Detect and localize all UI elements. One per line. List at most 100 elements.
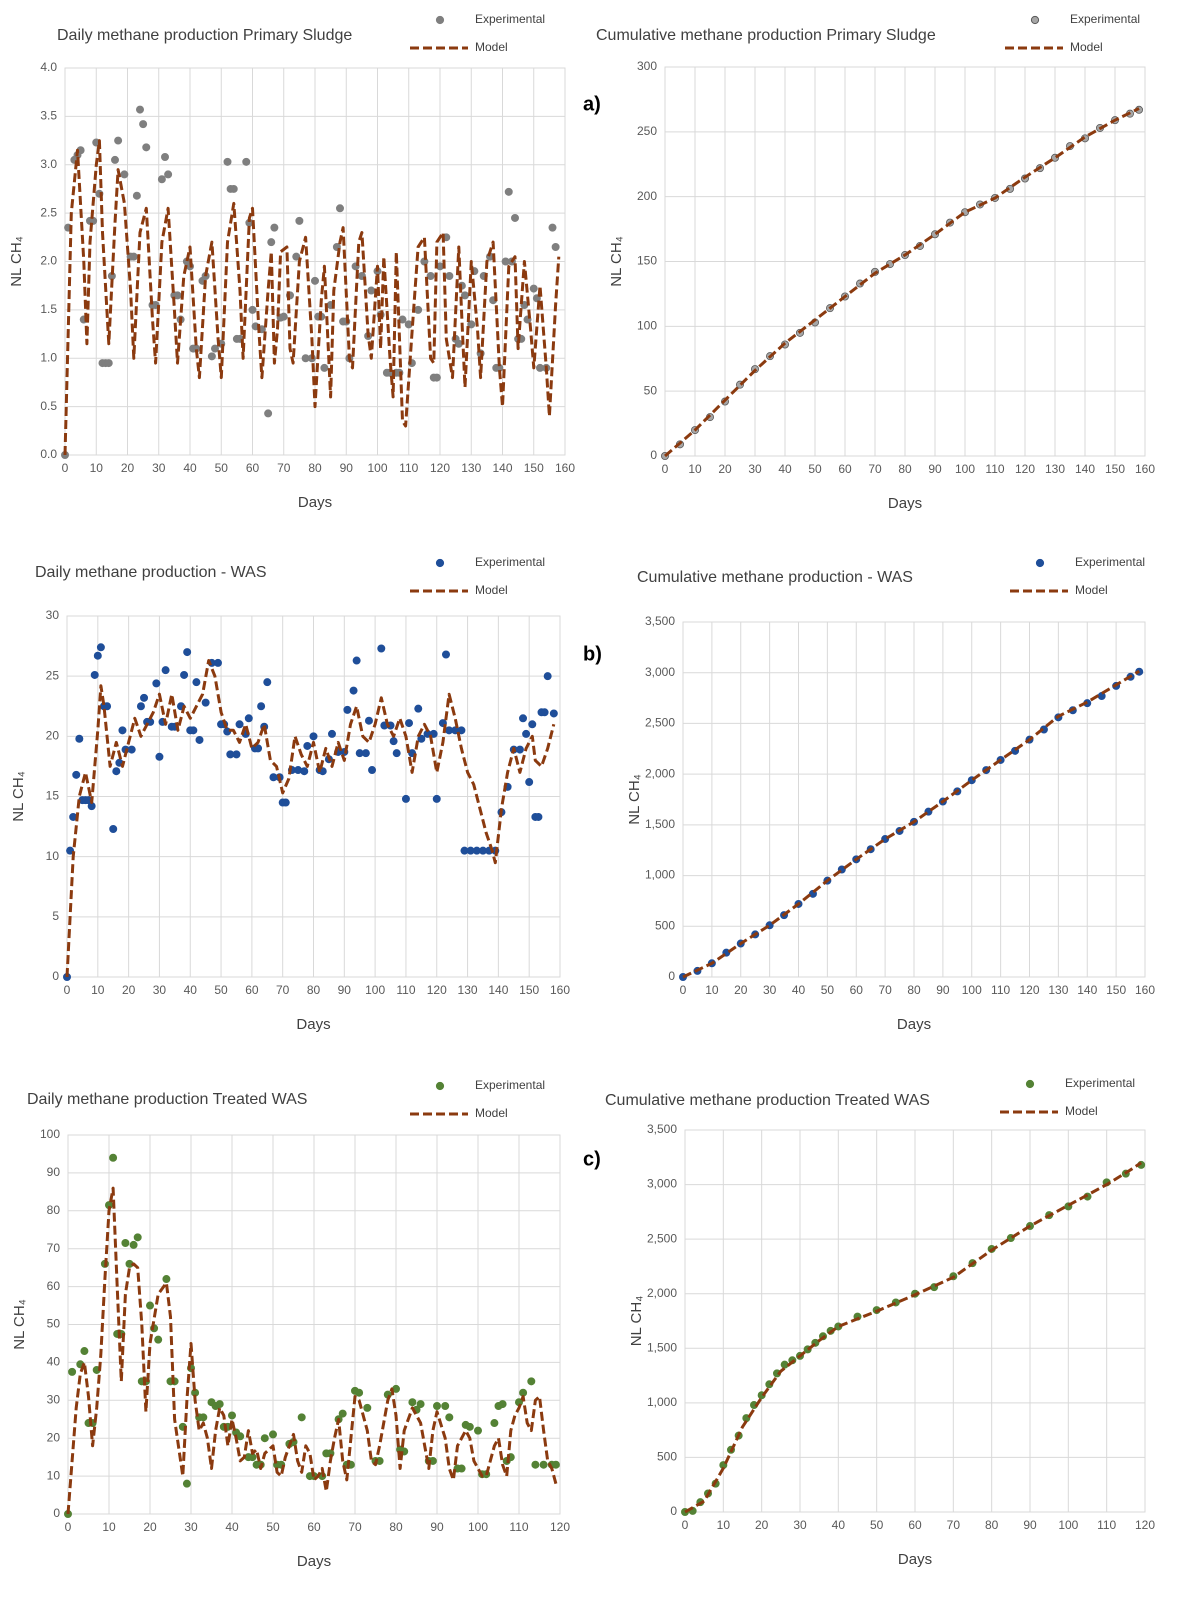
data-point: [279, 312, 288, 321]
y-tick-label: 30: [47, 1392, 61, 1406]
x-tick-label: 80: [308, 461, 322, 475]
y-tick-label: 100: [637, 319, 657, 333]
x-tick-label: 80: [389, 1520, 403, 1534]
x-axis-title: Days: [898, 1551, 932, 1568]
data-point: [136, 702, 145, 711]
x-tick-label: 100: [962, 983, 982, 997]
legend-marker: [435, 1081, 445, 1091]
x-tick-label: 70: [868, 462, 882, 476]
data-point: [248, 305, 257, 314]
data-point: [498, 1400, 507, 1409]
x-tick-label: 40: [225, 1520, 239, 1534]
y-tick-label: 1,500: [645, 817, 675, 831]
x-tick-label: 80: [307, 983, 321, 997]
data-point: [281, 798, 290, 807]
x-tick-label: 160: [550, 983, 570, 997]
y-tick-label: 20: [47, 1430, 61, 1444]
x-tick-label: 120: [430, 461, 450, 475]
data-point: [72, 770, 81, 779]
data-point: [525, 778, 534, 787]
y-tick-label: 0.0: [40, 447, 57, 461]
x-tick-label: 50: [821, 983, 835, 997]
data-point: [389, 737, 398, 746]
x-tick-label: 160: [1135, 462, 1155, 476]
legend-label: Experimental: [1075, 555, 1145, 569]
data-point: [157, 175, 166, 184]
legend-label: Experimental: [475, 1078, 545, 1092]
data-point: [551, 1460, 560, 1469]
y-tick-label: 30: [46, 608, 60, 622]
x-tick-label: 10: [705, 983, 719, 997]
x-tick-label: 90: [338, 983, 352, 997]
chart-title: Cumulative methane production - WAS: [637, 569, 913, 586]
x-tick-label: 90: [928, 462, 942, 476]
data-point: [401, 794, 410, 803]
x-tick-label: 120: [550, 1520, 570, 1534]
x-tick-label: 130: [458, 983, 478, 997]
legend-label: Model: [1070, 40, 1103, 54]
legend-marker: [1030, 15, 1040, 25]
data-point: [235, 720, 244, 729]
x-tick-label: 70: [276, 983, 290, 997]
data-point: [367, 286, 376, 295]
data-point: [154, 1335, 163, 1344]
data-point: [227, 1411, 236, 1420]
x-tick-label: 90: [340, 461, 354, 475]
data-point: [189, 726, 198, 735]
data-point: [132, 191, 141, 200]
x-tick-label: 40: [832, 1518, 846, 1532]
y-tick-label: 1.5: [40, 302, 57, 316]
data-point: [129, 252, 138, 261]
x-tick-label: 0: [62, 461, 69, 475]
data-point: [377, 644, 386, 653]
data-point: [548, 223, 557, 232]
data-point: [343, 705, 352, 714]
x-tick-label: 0: [662, 462, 669, 476]
data-point: [519, 714, 528, 723]
data-point: [223, 157, 232, 166]
y-axis-title: NL CH₄: [626, 774, 643, 825]
x-tick-label: 70: [348, 1520, 362, 1534]
data-point: [90, 670, 99, 679]
data-point: [118, 726, 127, 735]
data-point: [183, 648, 192, 657]
data-point: [139, 120, 148, 129]
data-point: [490, 1419, 499, 1428]
data-point: [142, 143, 151, 152]
data-point: [504, 187, 513, 196]
data-point: [392, 749, 401, 758]
x-axis-title: Days: [888, 495, 922, 512]
x-tick-label: 10: [688, 462, 702, 476]
data-point: [161, 666, 170, 675]
data-point: [457, 1464, 466, 1473]
x-tick-label: 120: [1019, 983, 1039, 997]
data-point: [338, 1409, 347, 1418]
data-point: [417, 734, 426, 743]
data-point: [242, 157, 251, 166]
data-point: [408, 1398, 417, 1407]
data-point: [364, 716, 373, 725]
x-tick-label: 130: [1045, 462, 1065, 476]
x-tick-label: 150: [524, 461, 544, 475]
x-tick-label: 10: [91, 983, 105, 997]
y-tick-label: 1,000: [645, 868, 675, 882]
y-tick-label: 4.0: [40, 60, 57, 74]
data-point: [510, 213, 519, 222]
x-axis-title: Days: [297, 1553, 331, 1570]
model-line: [66, 1186, 558, 1515]
x-tick-label: 100: [365, 983, 385, 997]
y-tick-label: 3,500: [645, 614, 675, 628]
x-tick-label: 10: [90, 461, 104, 475]
y-tick-label: 1.0: [40, 350, 57, 364]
data-point: [300, 767, 309, 776]
data-point: [529, 284, 538, 293]
data-point: [195, 735, 204, 744]
data-point: [405, 719, 414, 728]
y-tick-label: 2,500: [645, 716, 675, 730]
data-point: [527, 1377, 536, 1386]
x-tick-label: 140: [488, 983, 508, 997]
panel-label: c): [583, 1148, 601, 1170]
data-point: [96, 643, 105, 652]
data-point: [145, 1301, 154, 1310]
